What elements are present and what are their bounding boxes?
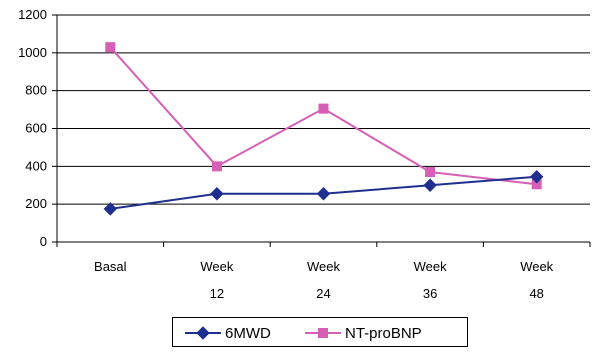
x-tick-label-line2: 24 xyxy=(316,286,330,301)
legend-svg: 6MWD NT-proBNP xyxy=(185,325,422,342)
data-point-nt-probnp xyxy=(318,103,329,114)
data-point-nt-probnp xyxy=(211,161,222,172)
y-tick-labels: 0 200 400 600 800 1000 1200 xyxy=(18,7,47,249)
x-tick-label: Week xyxy=(520,259,553,274)
x-tick-label-line2: 48 xyxy=(529,286,543,301)
legend-label-nt-probnp: NT-proBNP xyxy=(345,325,422,342)
legend: 6MWD NT-proBNP xyxy=(172,317,468,347)
y-tick-label: 400 xyxy=(25,158,47,173)
data-point-nt-probnp xyxy=(531,179,542,190)
y-tick-label: 1200 xyxy=(18,7,47,22)
x-tick-label-line2: 12 xyxy=(210,286,224,301)
legend-marker-6mwd xyxy=(196,326,210,340)
x-tick-label: Week xyxy=(200,259,233,274)
data-point-nt-probnp xyxy=(105,42,116,53)
x-tick-label: Week xyxy=(307,259,340,274)
y-tick-label: 800 xyxy=(25,83,47,98)
legend-label-6mwd: 6MWD xyxy=(225,325,271,342)
data-point-6mwd xyxy=(529,170,544,184)
series-group xyxy=(103,42,544,216)
gridlines xyxy=(52,14,590,243)
y-tick-label: 0 xyxy=(40,234,47,249)
data-point-6mwd xyxy=(103,202,118,216)
data-point-6mwd xyxy=(210,187,224,201)
x-tick-label-line2: 36 xyxy=(423,286,437,301)
y-tick-label: 600 xyxy=(25,121,47,136)
series-line-nt-probnp xyxy=(109,46,537,186)
axes xyxy=(56,15,591,247)
data-point-6mwd xyxy=(423,178,437,192)
x-tick-labels: Basal Week 12 Week 24 Week 36 Week 48 xyxy=(94,259,554,301)
data-point-6mwd xyxy=(316,187,331,201)
y-tick-label: 1000 xyxy=(18,45,47,60)
x-tick-label: Week xyxy=(414,259,447,274)
x-tick-label: Basal xyxy=(94,259,127,274)
data-point-nt-probnp xyxy=(425,167,436,178)
y-tick-label: 200 xyxy=(25,196,47,211)
legend-marker-nt-probnp xyxy=(318,328,328,338)
